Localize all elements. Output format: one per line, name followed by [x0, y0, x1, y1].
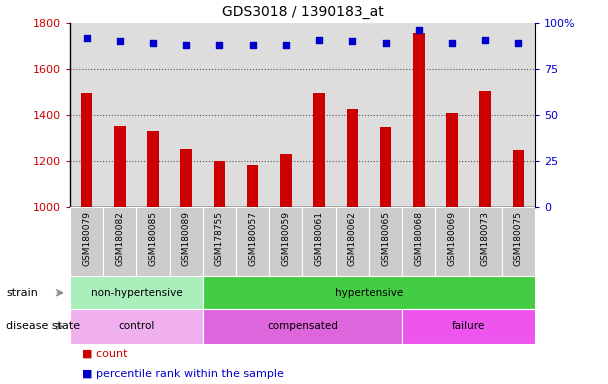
Point [81, 35, 91, 41]
Bar [70, 207, 103, 276]
Bar [203, 309, 402, 344]
Bar [479, 91, 491, 207]
Bar [302, 207, 336, 276]
Bar [213, 161, 225, 207]
Bar [313, 93, 325, 207]
Bar [170, 207, 203, 276]
Bar [380, 127, 392, 207]
Bar [247, 165, 258, 207]
Bar [435, 207, 469, 276]
Point [115, 38, 125, 45]
Bar [402, 309, 535, 344]
Text: GSM180079: GSM180079 [82, 211, 91, 266]
Text: GSM180065: GSM180065 [381, 211, 390, 266]
Text: compensated: compensated [267, 321, 338, 331]
Text: GSM180061: GSM180061 [314, 211, 323, 266]
Text: non-hypertensive: non-hypertensive [91, 288, 182, 298]
Bar [402, 207, 435, 276]
Text: GSM180082: GSM180082 [116, 211, 124, 266]
Bar [513, 150, 524, 207]
Text: disease state: disease state [6, 321, 80, 331]
Bar [70, 276, 203, 309]
Bar [236, 207, 269, 276]
Text: ■ percentile rank within the sample: ■ percentile rank within the sample [82, 369, 284, 379]
Point [148, 40, 158, 46]
Bar [103, 207, 136, 276]
Text: GSM180068: GSM180068 [414, 211, 423, 266]
Text: strain: strain [6, 288, 38, 298]
Text: GSM178755: GSM178755 [215, 211, 224, 266]
Point [314, 36, 324, 43]
Point [514, 40, 523, 46]
Text: GSM180057: GSM180057 [248, 211, 257, 266]
Text: GSM180089: GSM180089 [182, 211, 191, 266]
Text: ■ count: ■ count [82, 348, 128, 358]
Bar [446, 113, 458, 207]
Bar [347, 109, 358, 207]
Bar [81, 93, 92, 207]
Bar [280, 154, 292, 207]
Bar [502, 207, 535, 276]
Bar [469, 207, 502, 276]
Bar [181, 149, 192, 207]
Point [281, 42, 291, 48]
Point [215, 42, 224, 48]
Text: GSM180075: GSM180075 [514, 211, 523, 266]
Bar [269, 207, 302, 276]
Bar [413, 33, 424, 207]
Bar [336, 207, 369, 276]
Point [447, 40, 457, 46]
Bar [136, 207, 170, 276]
Title: GDS3018 / 1390183_at: GDS3018 / 1390183_at [221, 5, 384, 19]
Text: GSM180073: GSM180073 [481, 211, 489, 266]
Text: failure: failure [452, 321, 485, 331]
Bar [114, 126, 126, 207]
Text: GSM180069: GSM180069 [447, 211, 457, 266]
Text: GSM180085: GSM180085 [148, 211, 157, 266]
Point [480, 36, 490, 43]
Point [248, 42, 258, 48]
Text: GSM180059: GSM180059 [282, 211, 291, 266]
Text: control: control [118, 321, 154, 331]
Point [347, 38, 357, 45]
Point [381, 40, 390, 46]
Bar [147, 131, 159, 207]
Point [181, 42, 191, 48]
Text: hypertensive: hypertensive [335, 288, 403, 298]
Bar [369, 207, 402, 276]
Bar [203, 276, 535, 309]
Point [414, 27, 424, 33]
Text: GSM180062: GSM180062 [348, 211, 357, 266]
Bar [203, 207, 236, 276]
Bar [70, 309, 203, 344]
